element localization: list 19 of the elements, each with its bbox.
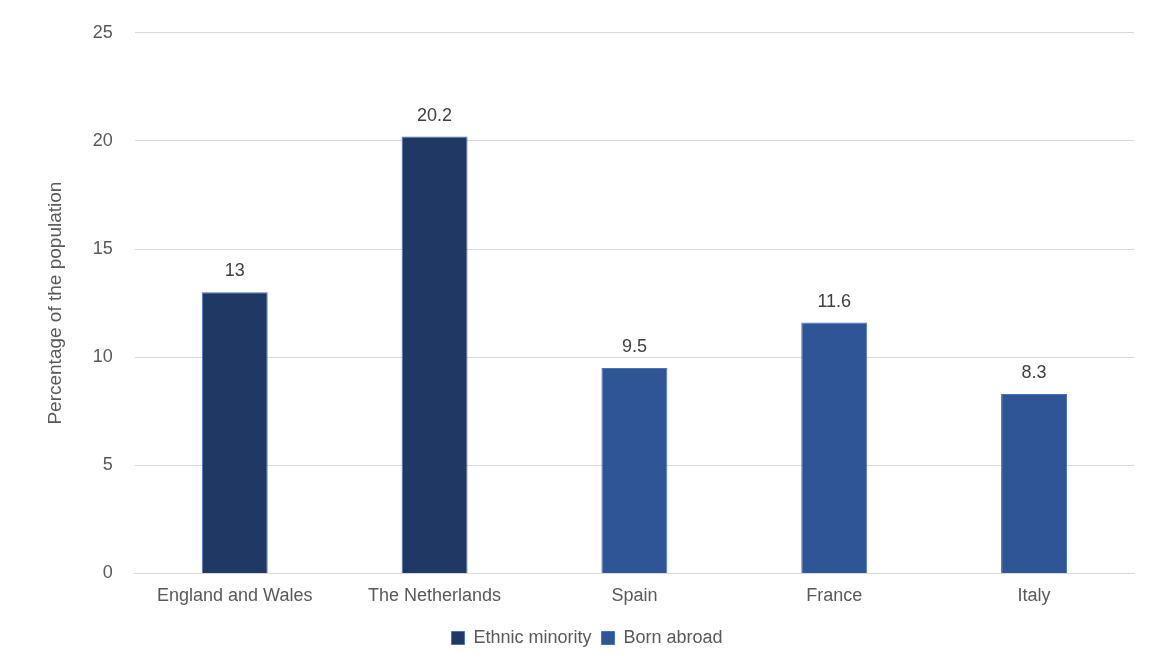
legend-label: Born abroad — [623, 626, 723, 647]
data-label: 20.2 — [417, 104, 453, 125]
y-axis-title: Percentage of the population — [43, 181, 65, 425]
y-tick-label: 5 — [102, 454, 113, 475]
y-tick-label: 10 — [92, 346, 113, 367]
legend-label: Ethnic minority — [473, 626, 592, 647]
data-label: 11.6 — [817, 290, 852, 311]
x-tick-label: France — [806, 585, 863, 606]
y-tick-label: 15 — [92, 238, 113, 259]
y-tick-label: 0 — [102, 562, 113, 583]
y-tick-label: 20 — [92, 129, 113, 150]
data-label: 8.3 — [1021, 361, 1047, 382]
x-tick-label: England and Wales — [157, 585, 313, 606]
x-tick-label: Italy — [1017, 585, 1051, 606]
x-tick-label: The Netherlands — [368, 585, 502, 606]
y-tick-label: 25 — [92, 21, 113, 42]
data-label: 9.5 — [621, 335, 647, 356]
data-label: 13 — [224, 260, 245, 281]
x-tick-label: Spain — [611, 585, 658, 606]
